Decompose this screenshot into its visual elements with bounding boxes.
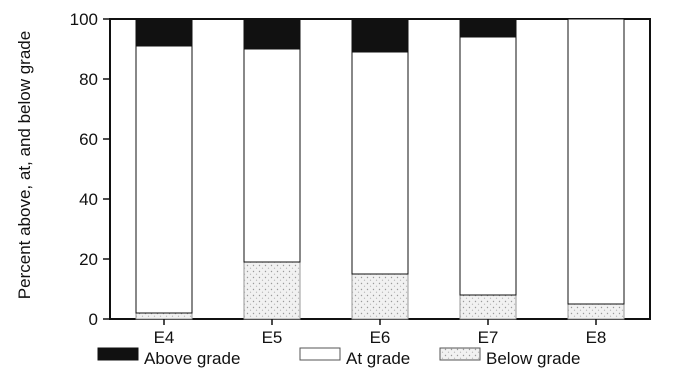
x-tick-label: E8 bbox=[586, 328, 607, 347]
y-axis: 0 20 40 60 80 100 bbox=[70, 10, 110, 329]
bar-e4-above-grade bbox=[135, 18, 193, 47]
bar-e8-below-grade bbox=[567, 303, 625, 320]
legend: Above grade At grade Below grade bbox=[97, 347, 581, 368]
x-tick-label: E6 bbox=[370, 328, 391, 347]
x-axis: E4 E5 E6 E7 E8 bbox=[154, 319, 607, 347]
bar-e8-at-grade bbox=[567, 18, 625, 305]
y-tick-label: 40 bbox=[79, 190, 98, 209]
x-tick-label: E7 bbox=[478, 328, 499, 347]
bar-e6-below-grade bbox=[351, 273, 409, 320]
y-tick-label: 80 bbox=[79, 70, 98, 89]
legend-swatch-below-grade bbox=[439, 347, 481, 361]
bar-e7-at-grade bbox=[459, 36, 517, 296]
bar-e5-above-grade bbox=[243, 18, 301, 50]
bar-e7-below-grade bbox=[459, 294, 517, 320]
y-tick-label: 100 bbox=[70, 10, 98, 29]
plot-area bbox=[109, 18, 651, 320]
bar-e4-at-grade bbox=[135, 45, 193, 314]
bar-e5-below-grade bbox=[243, 261, 301, 320]
y-tick-label: 60 bbox=[79, 130, 98, 149]
legend-swatch-above-grade bbox=[97, 347, 139, 361]
bar-e4-below-grade bbox=[135, 312, 193, 320]
x-tick-label: E5 bbox=[262, 328, 283, 347]
legend-label-above-grade: Above grade bbox=[144, 349, 240, 368]
bar-e6-at-grade bbox=[351, 51, 409, 275]
x-tick-label: E4 bbox=[154, 328, 175, 347]
legend-label-at-grade: At grade bbox=[346, 349, 410, 368]
y-tick-label: 0 bbox=[89, 310, 98, 329]
legend-label-below-grade: Below grade bbox=[486, 349, 581, 368]
y-axis-title: Percent above, at, and below grade bbox=[15, 31, 34, 299]
y-tick-label: 20 bbox=[79, 250, 98, 269]
legend-swatch-at-grade bbox=[299, 347, 341, 361]
bar-e7-above-grade bbox=[459, 18, 517, 38]
bar-e6-above-grade bbox=[351, 18, 409, 53]
bar-e5-at-grade bbox=[243, 48, 301, 263]
